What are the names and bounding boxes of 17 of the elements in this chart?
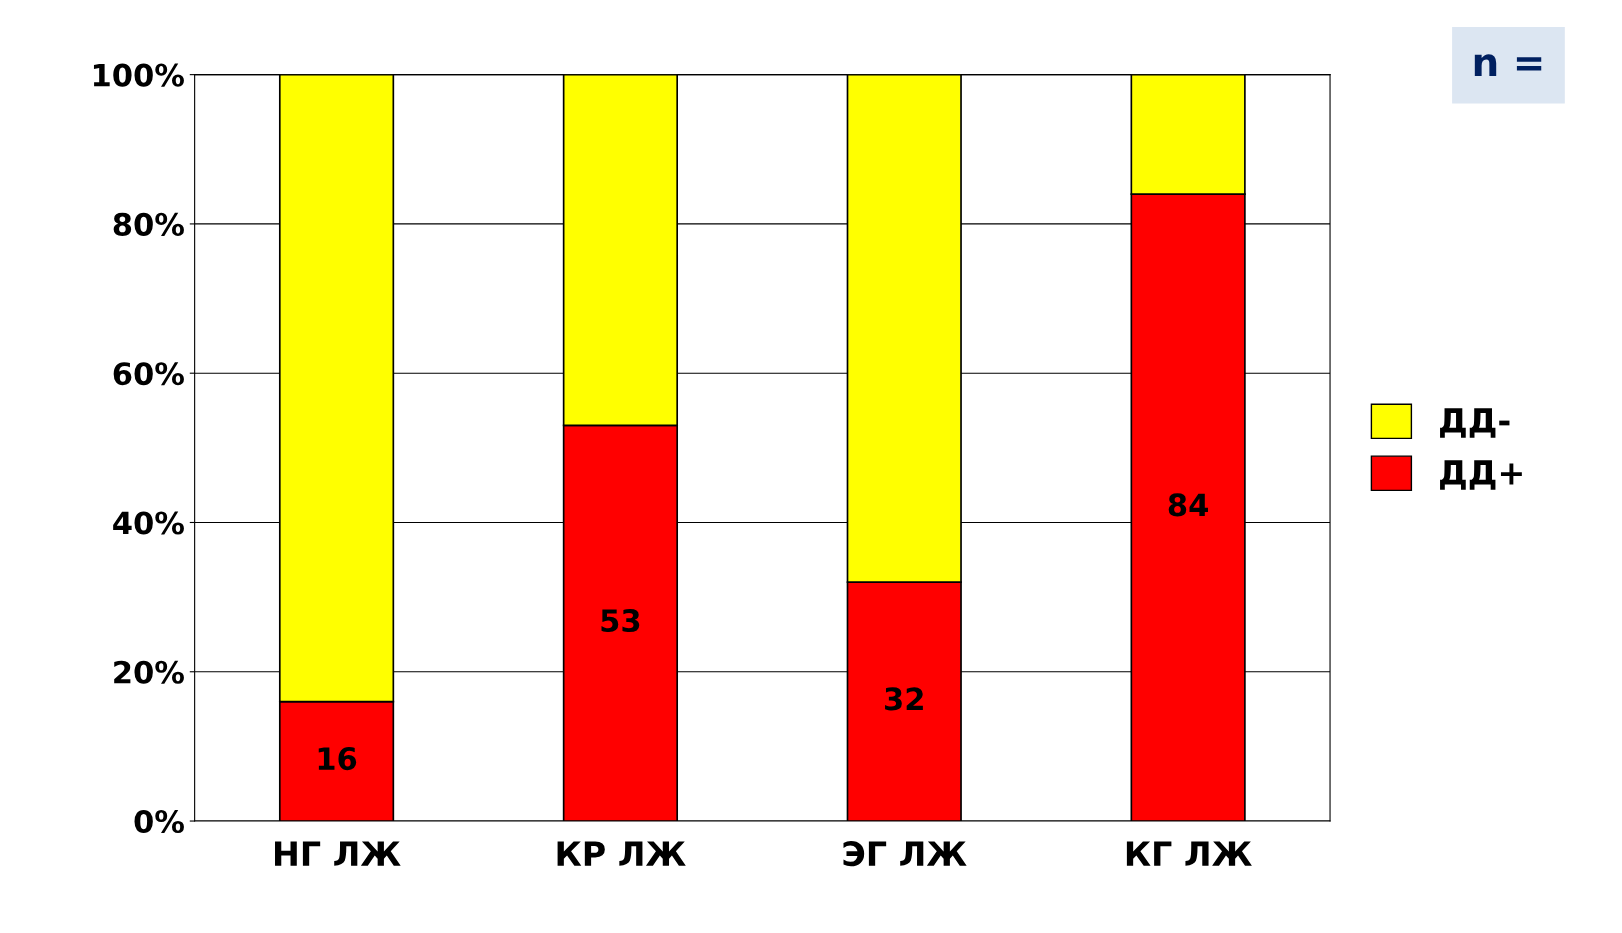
x-tick-label: КР ЛЖ xyxy=(557,841,686,866)
y-tick-label: 100% xyxy=(93,63,184,87)
text: n = xyxy=(1474,54,1542,77)
y-tick-label: 40% xyxy=(113,511,184,535)
y-tick-label: 80% xyxy=(113,212,184,236)
x-tick-label: НГ ЛЖ xyxy=(275,841,401,866)
x-tick-label: ЭГ ЛЖ xyxy=(843,841,967,867)
data-label: 53 xyxy=(601,609,640,633)
x-tick-label: КГ ЛЖ xyxy=(1126,841,1252,866)
y-tick-label: 60% xyxy=(113,362,184,386)
y-tick-label: 0% xyxy=(134,809,184,834)
data-label: 16 xyxy=(318,747,357,771)
y-tick-label: 20% xyxy=(114,660,184,684)
legend-label: ДД+ xyxy=(1440,460,1522,490)
data-label: 84 xyxy=(1168,493,1208,517)
legend-label: ДД- xyxy=(1440,408,1510,438)
data-label: 32 xyxy=(885,687,923,711)
